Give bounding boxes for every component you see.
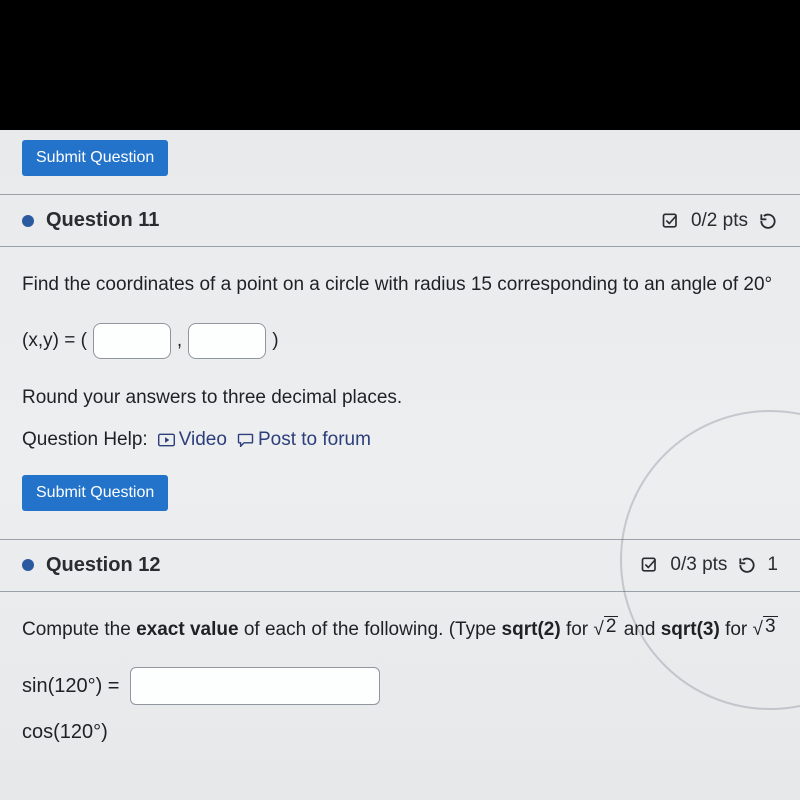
question-11-header: Question 11 0/2 pts [0,194,800,247]
x-coordinate-input[interactable] [93,323,171,359]
answer-prefix: (x,y) = ( [22,330,87,352]
rounding-hint: Round your answers to three decimal plac… [22,387,778,409]
status-dot-icon [22,215,34,227]
submit-question-button-top[interactable]: Submit Question [22,140,168,176]
checkbox-icon [661,211,681,231]
quiz-screen: Submit Question Question 11 0/2 pts [0,130,800,800]
question-12-prompt: Compute the exact value of each of the f… [22,616,778,644]
answer-separator: , [177,330,182,352]
question-12-score: 0/3 pts [670,554,727,576]
question-11-header-right: 0/2 pts [661,210,778,232]
sin-input[interactable] [130,667,380,705]
q12-prompt-bold: exact value [136,619,238,640]
video-label: Video [179,429,227,451]
question-12-title: Question 12 [46,554,160,577]
answer-suffix: ) [272,330,278,352]
submit-question-button-q11[interactable]: Submit Question [22,475,168,511]
help-label: Question Help: [22,429,148,451]
sin-label: sin(120°) = [22,675,120,698]
question-11-title: Question 11 [46,209,159,232]
checkbox-icon [640,555,660,575]
coordinate-answer-row: (x,y) = ( , ) [22,323,778,359]
q12-prompt-lead: Compute the [22,619,136,640]
question-12-header-left: Question 12 [22,554,160,577]
q12-for2: for [720,619,753,640]
sqrt3-symbol: √3 [753,616,778,644]
retry-icon [758,211,778,231]
question-11-body: Find the coordinates of a point on a cir… [22,247,778,539]
q12-sqrt3-code: sqrt(3) [661,619,720,640]
forum-label: Post to forum [258,429,371,451]
question-help-row: Question Help: Video Post to forum [22,429,778,451]
chat-icon [237,433,254,447]
cos-label-peek: cos(120°) [22,721,778,744]
question-12-header: Question 12 0/3 pts 1 [0,539,800,592]
retry-count-tail: 1 [767,554,778,576]
question-12-header-right: 0/3 pts 1 [640,554,778,576]
question-11-prompt: Find the coordinates of a point on a cir… [22,271,778,299]
question-11-score: 0/2 pts [691,210,748,232]
question-12-body: Compute the exact value of each of the f… [22,592,778,745]
q12-and: and [618,619,660,640]
video-help-link[interactable]: Video [158,429,227,451]
forum-help-link[interactable]: Post to forum [237,429,371,451]
question-11-header-left: Question 11 [22,209,159,232]
q12-prompt-mid: of each of the following. (Type [239,619,502,640]
video-icon [158,433,175,447]
sin-answer-row: sin(120°) = [22,667,778,705]
status-dot-icon [22,559,34,571]
retry-icon [737,555,757,575]
y-coordinate-input[interactable] [188,323,266,359]
q12-sqrt2-code: sqrt(2) [502,619,561,640]
sqrt2-symbol: √2 [593,616,618,644]
q12-for1: for [561,619,594,640]
